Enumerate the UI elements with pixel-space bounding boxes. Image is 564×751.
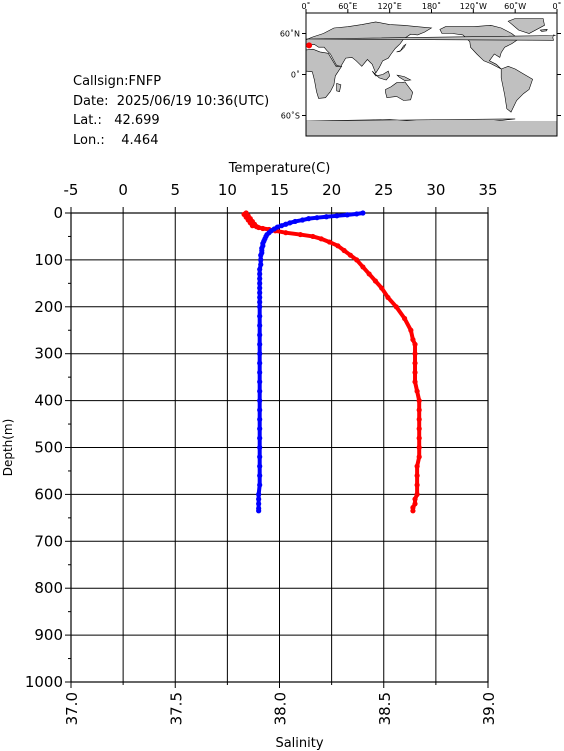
- map-lat-label: 60˚S: [281, 111, 300, 121]
- y-tick-label: 0: [53, 204, 63, 222]
- map-landmass-1: [305, 48, 343, 99]
- map-landmass-9: [305, 34, 556, 41]
- map-landmass-0: [305, 21, 433, 74]
- map-landmass-6: [500, 65, 533, 113]
- map-lon-label: 120˚E: [378, 1, 402, 11]
- y-tick-label: 700: [34, 532, 63, 550]
- top-tick-label: 35: [478, 181, 497, 199]
- station-info: Callsign:FNFP Date: 2025/06/19 10:36(UTC…: [73, 72, 269, 150]
- top-tick-label: 25: [374, 181, 393, 199]
- top-tick-label: 0: [118, 181, 128, 199]
- map-lon-label: 180˚: [422, 1, 441, 11]
- map-lon-label: 60˚E: [338, 1, 357, 11]
- map-lat-label: 0˚: [291, 70, 300, 80]
- map-lon-label: 60˚W: [504, 1, 526, 11]
- y-tick-label: 200: [34, 298, 63, 316]
- bottom-tick-label: 37.5: [167, 692, 185, 725]
- station-marker: [306, 42, 313, 49]
- map-lon-label: 0˚: [301, 1, 310, 11]
- bottom-tick-label: 39.0: [480, 692, 498, 725]
- y-tick-label: 800: [34, 579, 63, 597]
- top-tick-label: 15: [270, 181, 289, 199]
- top-tick-label: 30: [426, 181, 445, 199]
- map-landmass-2: [336, 82, 342, 92]
- top-tick-label: 10: [218, 181, 237, 199]
- y-tick-label: 300: [34, 345, 63, 363]
- top-tick-label: 5: [170, 181, 180, 199]
- map-landmass-5: [507, 18, 545, 34]
- series-salinity: [241, 210, 422, 514]
- world-map: 0˚ 60˚E 120˚E 180˚ 120˚W 60˚W 0˚ 60˚N 0˚ 60˚S: [280, 1, 562, 137]
- data-point-temperature: [256, 508, 262, 514]
- bottom-tick-label: 37.0: [63, 692, 81, 725]
- latitude-text: Lat.: 42.699: [73, 113, 160, 129]
- bottom-tick-label: 38.0: [272, 692, 290, 725]
- map-landmass-10: [371, 70, 391, 81]
- longitude-text: Lon.: 4.464: [73, 132, 159, 148]
- y-tick-label: 100: [34, 251, 63, 269]
- map-lat-label: 60˚N: [280, 29, 300, 39]
- top-axis-label: Temperature(C): [228, 161, 331, 176]
- map-lon-label: 0˚: [552, 1, 561, 11]
- y-tick-label: 500: [34, 439, 63, 457]
- y-tick-label: 600: [34, 485, 63, 503]
- callsign-text: Callsign:FNFP: [73, 74, 162, 89]
- bottom-axis-label: Salinity: [275, 736, 323, 751]
- bottom-tick-label: 38.5: [376, 692, 394, 725]
- map-landmass-3: [385, 81, 414, 101]
- series-temperature-red: [270, 212, 359, 229]
- date-text: Date: 2025/06/19 10:36(UTC): [73, 93, 270, 109]
- map-landmass-11: [396, 74, 412, 82]
- top-tick-label: 20: [322, 181, 341, 199]
- y-axis-label: Depth(m): [1, 419, 15, 477]
- map-lon-label: 120˚W: [460, 1, 487, 11]
- y-tick-label: 400: [34, 392, 63, 410]
- data-point-salinity: [410, 508, 416, 514]
- series-temperature: [256, 210, 366, 514]
- map-landmass-8: [396, 43, 407, 53]
- y-tick-label: 1000: [25, 673, 63, 691]
- y-tick-label: 900: [34, 626, 63, 644]
- top-tick-label: -5: [64, 181, 79, 199]
- map-landmass-12: [539, 29, 548, 32]
- map-antarctica: [306, 120, 557, 136]
